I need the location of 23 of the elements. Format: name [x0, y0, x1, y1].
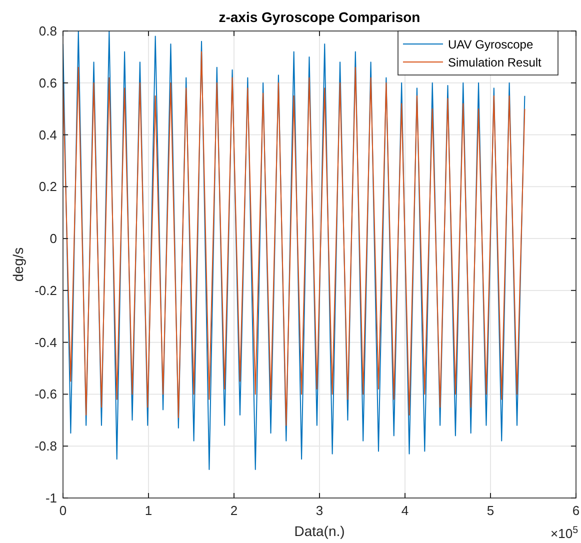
- y-tick-label: -0.8: [34, 438, 57, 454]
- y-tick-label: 0.8: [38, 24, 57, 38]
- y-tick-label: -0.6: [34, 386, 57, 402]
- chart-title: z-axis Gyroscope Comparison: [218, 9, 420, 25]
- y-tick-label: 0: [50, 231, 57, 246]
- text: ×10$^{5}$: [550, 524, 579, 541]
- y-tick-label: 0.2: [38, 179, 57, 194]
- x-tick-label: 1: [144, 503, 152, 518]
- x-axis-title: Data(n.): [294, 523, 345, 539]
- y-tick-label: -1: [45, 490, 57, 506]
- x-tick-label: 0: [59, 503, 67, 518]
- x-tick-label: 5: [486, 503, 494, 518]
- x-tick-label: 3: [316, 503, 324, 518]
- x-tick-label: 6: [572, 503, 580, 518]
- y-tick-label: -0.4: [34, 334, 57, 350]
- y-tick-label: 0.4: [38, 127, 57, 142]
- y-axis-title: deg/s: [10, 247, 26, 282]
- x-tick-label: 2: [230, 503, 238, 518]
- legend-label: Simulation Result: [448, 56, 542, 70]
- x-tick-label: 4: [401, 503, 409, 518]
- y-tick-label: 0.6: [38, 75, 57, 90]
- y-tick-label: -0.2: [34, 282, 57, 298]
- legend-label: UAV Gyroscope: [448, 38, 534, 52]
